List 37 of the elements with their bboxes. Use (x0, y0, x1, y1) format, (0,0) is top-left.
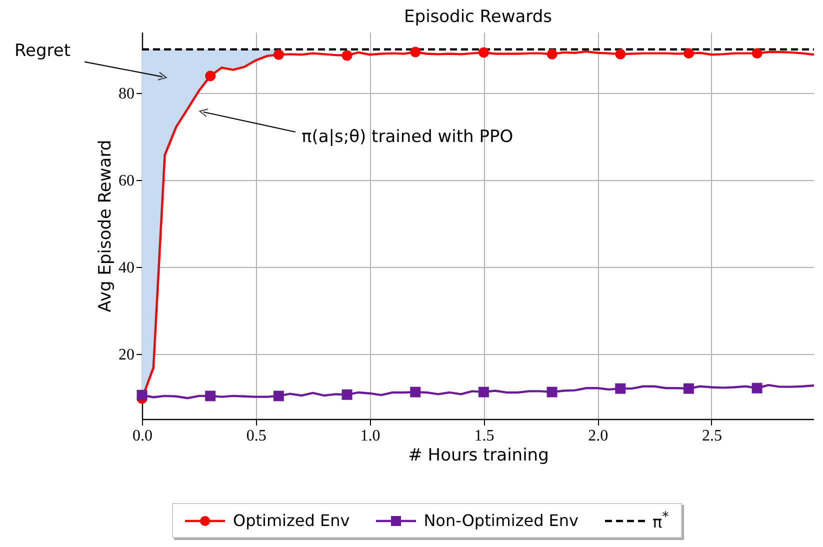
annotation: π(a|s;θ) trained with PPO (302, 127, 514, 148)
point (342, 50, 352, 61)
point (546, 386, 558, 398)
point (546, 48, 558, 60)
y-tick-label: 80 (118, 85, 134, 102)
y-axis-title: Avg Episode Reward (96, 140, 116, 312)
point (273, 49, 284, 60)
point (205, 70, 216, 82)
y-tick-label: 60 (118, 172, 134, 190)
legend-label: π$^{*}$ (652, 510, 669, 532)
point (752, 48, 762, 59)
point (683, 383, 694, 394)
x-tick-label: 1.0 (360, 428, 380, 444)
point (273, 390, 284, 402)
legend-label: Non-Optimized Env (424, 511, 579, 530)
x-tick-label: 0.5 (246, 428, 266, 444)
point (205, 390, 216, 402)
y-tick-label: 20 (118, 346, 134, 364)
point (410, 386, 421, 398)
point (615, 383, 626, 394)
x-tick-label: 2.0 (588, 428, 608, 444)
annotation: Regret (14, 40, 71, 61)
legend-label: Optimized Env (233, 511, 350, 530)
point (615, 48, 626, 60)
point (136, 390, 148, 400)
point (478, 47, 489, 58)
x-tick-label: 1.5 (474, 428, 494, 444)
y-tick-label: 40 (118, 259, 134, 276)
point (683, 48, 694, 59)
chart-title: Episodic Rewards (404, 7, 552, 27)
point (478, 386, 489, 398)
point (342, 389, 352, 400)
x-tick-label: 2.5 (702, 428, 722, 444)
x-tick-label: 0.0 (132, 428, 152, 444)
point (752, 382, 762, 394)
point (410, 46, 421, 58)
x-axis-title: # Hours training (408, 446, 549, 466)
